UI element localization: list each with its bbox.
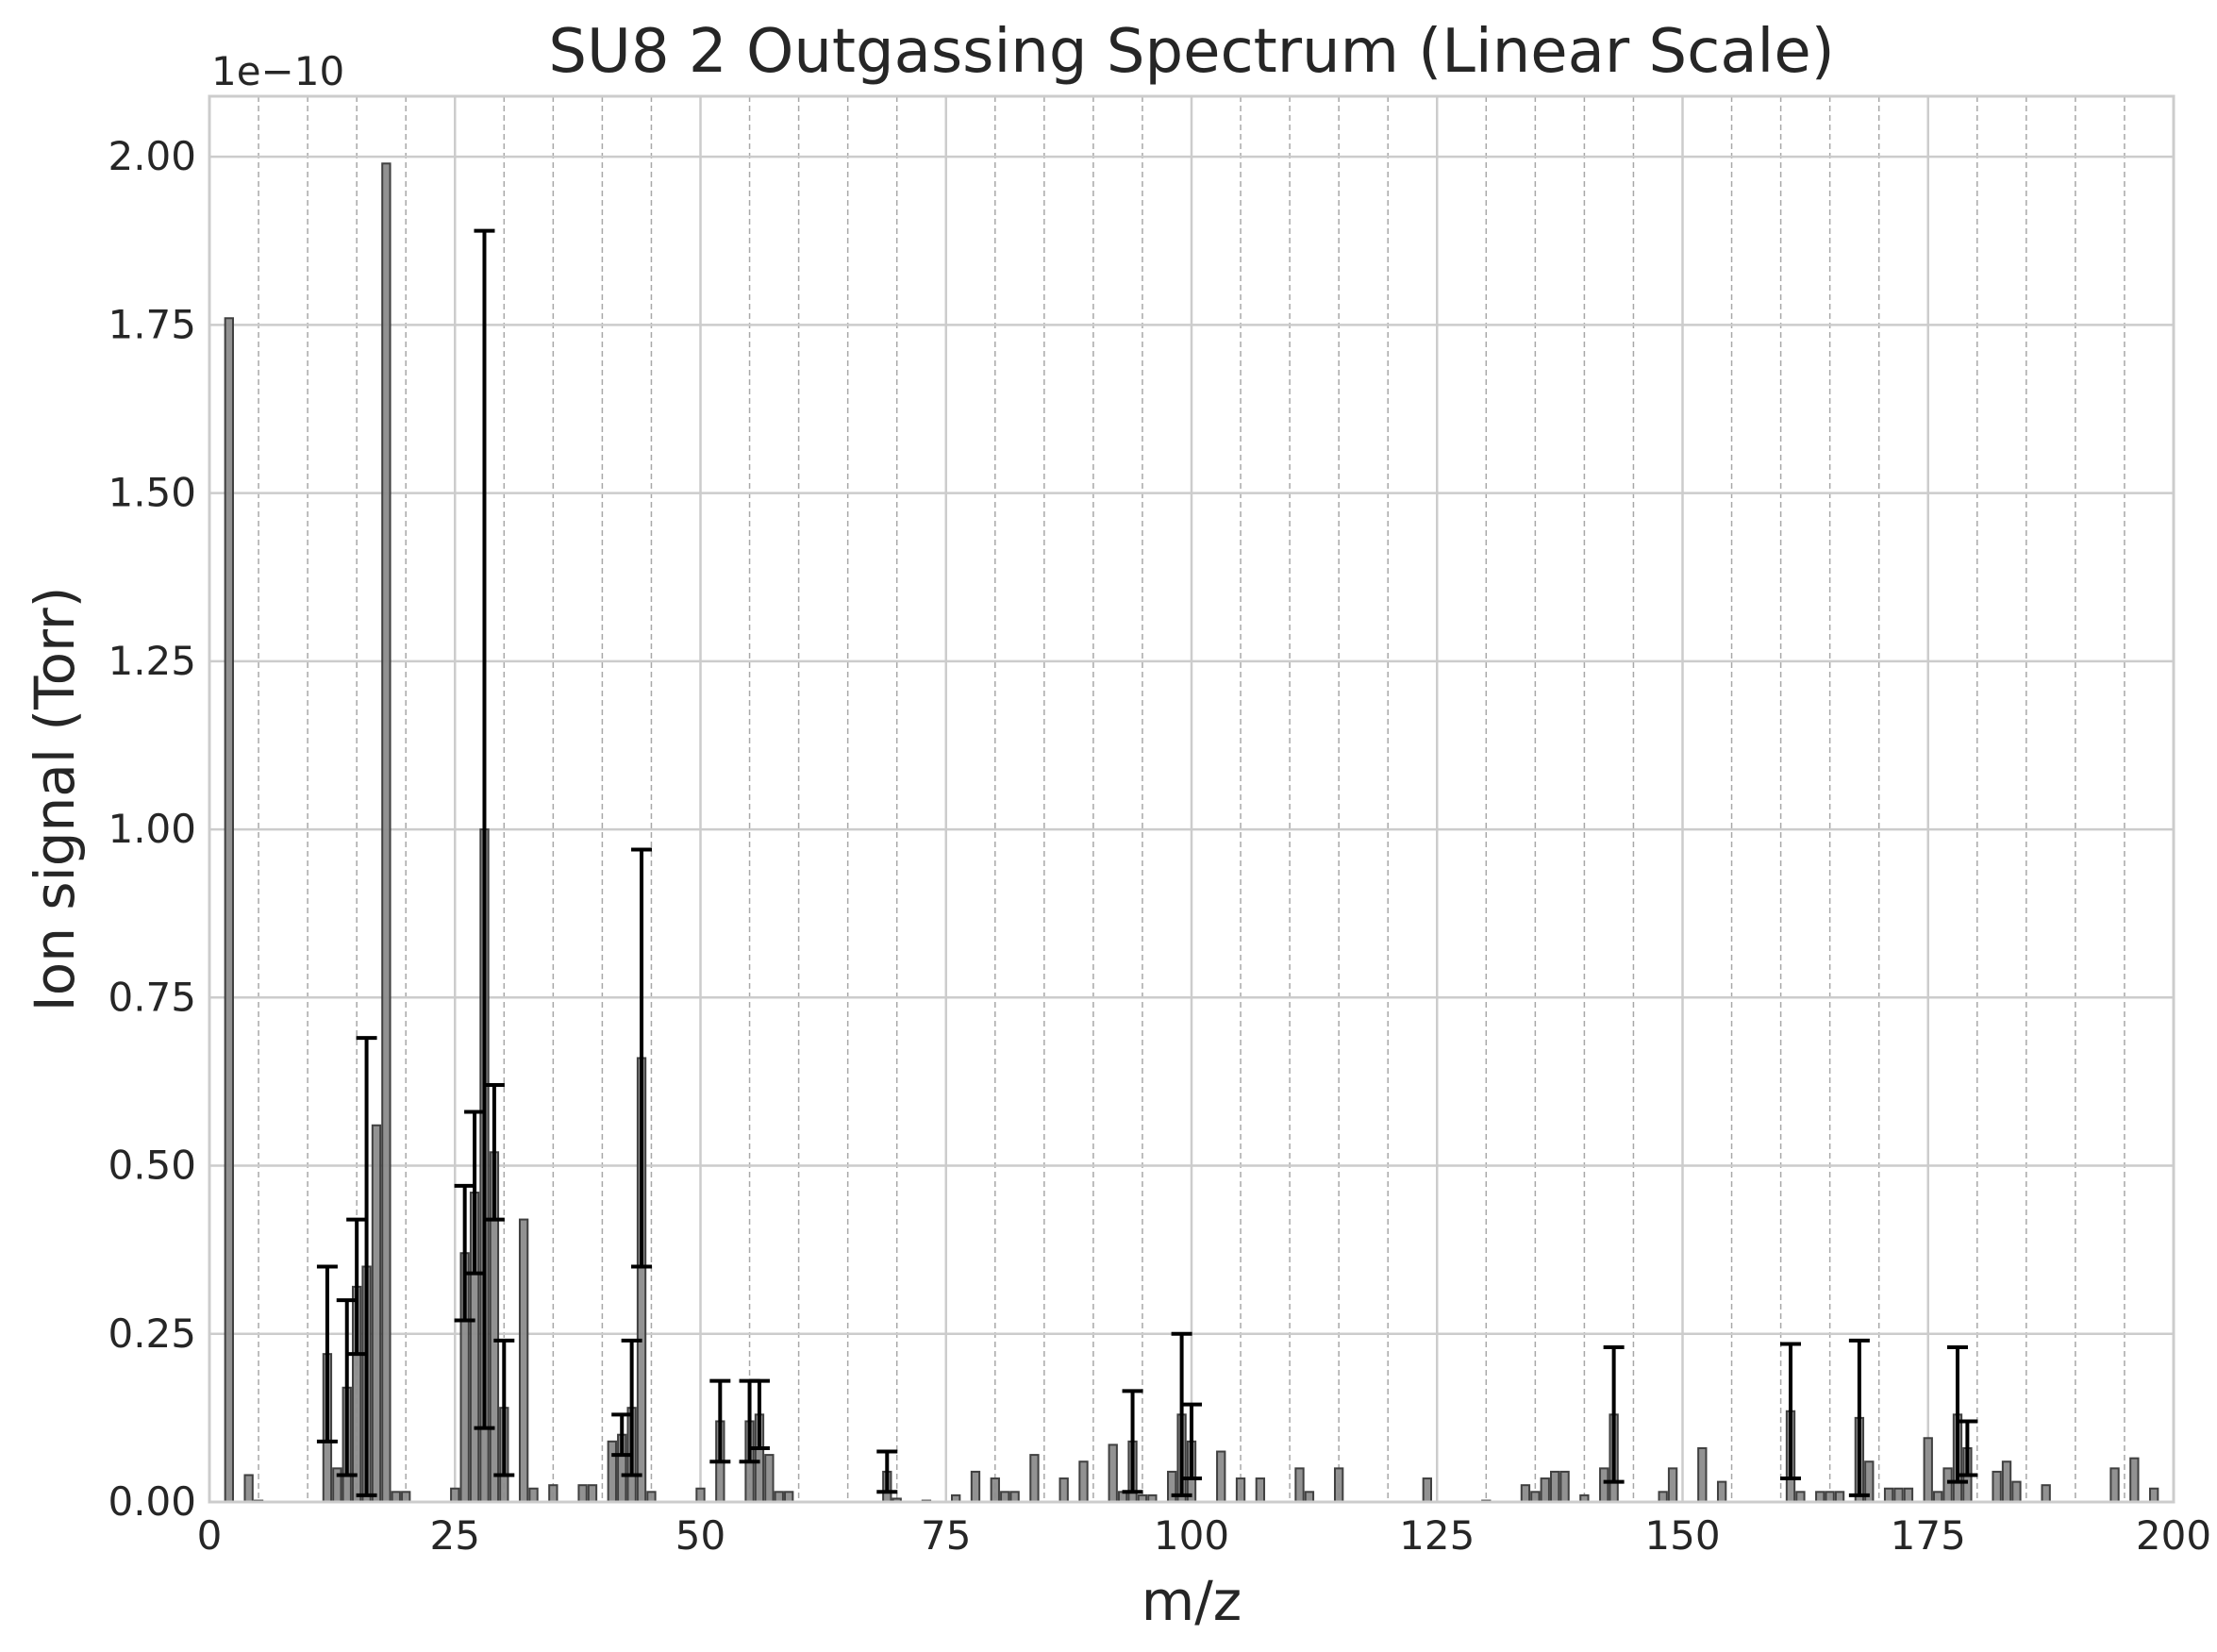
bar: [2001, 1460, 2012, 1503]
bar: [1716, 1480, 1727, 1503]
y-tick-labels: 0.00 0.25 0.50 0.75 1.00 1.25 1.50 1.75 2.00: [108, 133, 196, 1525]
bar: [784, 1491, 794, 1504]
bar: [2129, 1457, 2140, 1503]
y-tick-label: 1.50: [108, 470, 196, 516]
bar: [990, 1477, 1000, 1504]
x-axis-label: m/z: [1142, 1569, 1242, 1633]
bar: [450, 1487, 460, 1503]
bar: [1422, 1477, 1433, 1504]
bar: [774, 1491, 784, 1504]
x-tick-label: 50: [675, 1512, 725, 1559]
bar: [2041, 1484, 2051, 1503]
x-tick-label: 0: [197, 1512, 223, 1559]
bar: [1932, 1491, 1943, 1504]
bar: [764, 1454, 775, 1504]
bar: [1294, 1467, 1305, 1504]
bar: [1029, 1454, 1040, 1504]
bar: [243, 1474, 254, 1504]
bar: [695, 1487, 706, 1503]
bar: [577, 1484, 588, 1503]
bar: [371, 1124, 382, 1503]
x-tick-label: 100: [1154, 1512, 1229, 1559]
bar: [1559, 1470, 1570, 1504]
bar: [1942, 1467, 1953, 1504]
bar: [1658, 1491, 1668, 1504]
bar: [1255, 1477, 1266, 1504]
error-bar-series: [316, 228, 1978, 1497]
bar: [1923, 1437, 1933, 1503]
bar: [548, 1484, 558, 1503]
bar: [1893, 1487, 1904, 1503]
x-tick-label: 25: [430, 1512, 480, 1559]
bar: [2109, 1467, 2120, 1504]
bar: [1903, 1487, 1914, 1503]
bar: [1333, 1467, 1344, 1504]
y-axis-label: Ion signal (Torr): [23, 587, 87, 1012]
bar: [1058, 1477, 1069, 1504]
bar: [1992, 1470, 2002, 1504]
bar: [1834, 1491, 1845, 1504]
bar: [1825, 1491, 1835, 1504]
x-tick-labels: 0 25 50 75 100 125 150 175 200: [197, 1512, 2211, 1559]
bar: [1697, 1446, 1708, 1504]
bar: [1599, 1467, 1609, 1504]
bar: [1216, 1450, 1226, 1504]
bar: [1235, 1477, 1246, 1504]
bar: [646, 1491, 657, 1504]
bar: [1167, 1470, 1177, 1504]
bar: [587, 1484, 598, 1503]
chart-title: SU8 2 Outgassing Spectrum (Linear Scale): [548, 17, 1834, 87]
y-tick-label: 0.50: [108, 1143, 196, 1189]
bar: [1883, 1487, 1894, 1503]
x-tick-label: 150: [1644, 1512, 1720, 1559]
y-tick-label: 1.75: [108, 301, 196, 347]
x-tick-label: 200: [2136, 1512, 2211, 1559]
y-tick-label: 0.00: [108, 1478, 196, 1525]
bar: [1009, 1491, 1020, 1504]
y-tick-label: 2.00: [108, 133, 196, 179]
y-tick-label: 1.25: [108, 638, 196, 684]
bar: [528, 1487, 539, 1503]
bar: [401, 1491, 411, 1504]
bar: [381, 162, 392, 1503]
bar: [1530, 1491, 1541, 1504]
bar: [1520, 1484, 1531, 1503]
x-tick-label: 175: [1891, 1512, 1966, 1559]
bar: [224, 317, 234, 1503]
bar: [607, 1440, 617, 1503]
bar: [2149, 1487, 2159, 1503]
bar: [1108, 1443, 1118, 1503]
axes-frame: [208, 94, 2175, 1504]
bar: [1667, 1467, 1678, 1504]
bar: [1540, 1477, 1550, 1504]
bar: [391, 1491, 401, 1504]
y-tick-label: 1.00: [108, 806, 196, 852]
bar: [1000, 1491, 1010, 1504]
bar: [970, 1470, 981, 1504]
bar: [1795, 1491, 1806, 1504]
bar: [518, 1218, 529, 1504]
bar: [1078, 1460, 1089, 1503]
y-tick-label: 0.25: [108, 1310, 196, 1357]
y-offset-label: 1e−10: [211, 48, 344, 94]
x-tick-label: 75: [921, 1512, 971, 1559]
bar: [1550, 1470, 1560, 1504]
bar: [1304, 1491, 1315, 1504]
bar: [1815, 1491, 1825, 1504]
y-tick-label: 0.75: [108, 974, 196, 1020]
x-tick-label: 125: [1399, 1512, 1475, 1559]
bar: [2011, 1480, 2022, 1503]
